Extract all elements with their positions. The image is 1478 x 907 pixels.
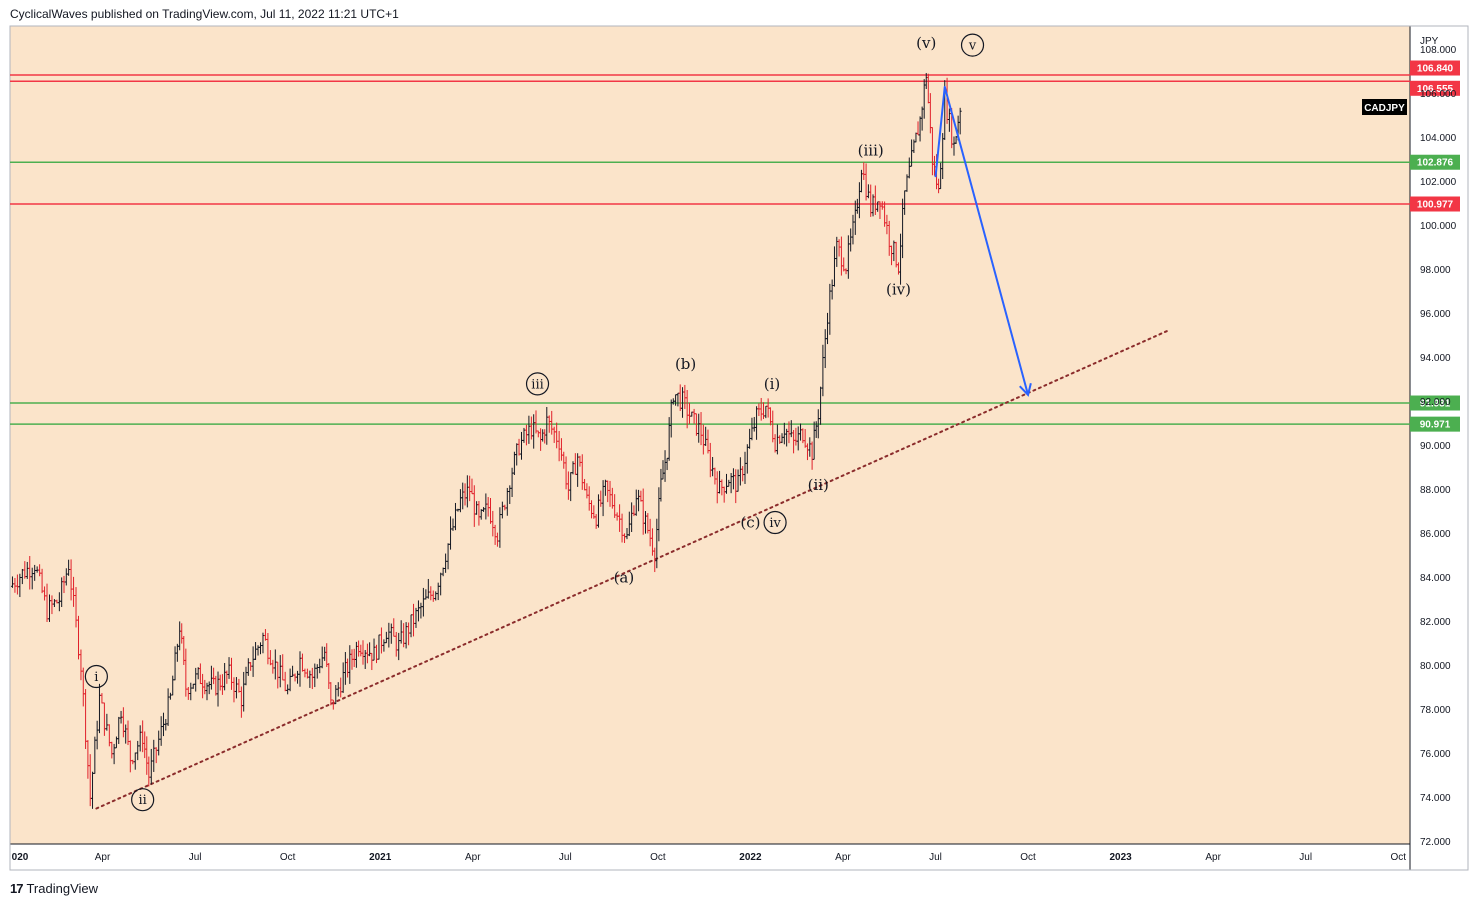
wave-text-10: (iv) xyxy=(886,280,911,298)
x-tick-15: Oct xyxy=(1390,852,1406,863)
x-tick-4: 2021 xyxy=(369,852,392,863)
y-tick-12: 96.000 xyxy=(1420,309,1451,320)
y-tick-8: 88.000 xyxy=(1420,485,1451,496)
level-label-bg-3 xyxy=(1410,196,1460,212)
y-tick-10: 92.000 xyxy=(1420,397,1451,408)
wave-circle-2 xyxy=(525,372,550,396)
wave-text-12: v xyxy=(968,39,977,54)
plot-frame xyxy=(9,25,1469,871)
y-tick-6: 84.000 xyxy=(1420,573,1451,584)
y-tick-15: 102.000 xyxy=(1420,177,1457,188)
wave-text-4: (b) xyxy=(675,355,696,373)
forecast-layer xyxy=(934,85,1032,397)
level-label-bg-1 xyxy=(1410,80,1460,96)
x-tick-13: Apr xyxy=(1205,852,1221,863)
horizontal-levels: 106.840 106.555 102.876 100.977 91.931 90.971 xyxy=(10,60,1460,432)
y-tick-3: 78.000 xyxy=(1420,705,1451,716)
x-tick-0: 020 xyxy=(12,852,29,863)
price-axis[interactable]: 72.000 74.000 76.000 78.000 80.000 82.000 84.0… xyxy=(1420,45,1457,848)
level-label-2: 102.876 xyxy=(1417,158,1454,169)
wave-label-3: (a) xyxy=(614,569,635,587)
y-tick-16: 104.000 xyxy=(1420,133,1457,144)
y-tick-0: 72.000 xyxy=(1420,837,1451,848)
x-tick-12: 2023 xyxy=(1109,852,1132,863)
level-label-3: 100.977 xyxy=(1417,200,1454,211)
x-tick-3: Oct xyxy=(280,852,296,863)
wave-label-0: i xyxy=(84,664,108,689)
x-tick-2: Jul xyxy=(189,852,202,863)
wave-text-7: iv xyxy=(769,516,781,531)
x-tick-8: 2022 xyxy=(739,852,762,863)
level-label-bg-4 xyxy=(1410,395,1460,411)
plot-background xyxy=(10,26,1410,844)
level-label-4: 91.931 xyxy=(1420,399,1451,410)
level-label-1: 106.555 xyxy=(1417,84,1454,95)
level-label-bg-0 xyxy=(1410,60,1460,76)
y-tick-13: 98.000 xyxy=(1420,265,1451,276)
wave-text-2: iii xyxy=(531,377,543,392)
wave-text-5: (i) xyxy=(764,375,781,393)
footer-brand[interactable]: TradingView xyxy=(26,881,99,896)
y-tick-18: 108.000 xyxy=(1420,45,1457,56)
axis-unit-label: JPY xyxy=(1420,36,1439,47)
wave-circle-0 xyxy=(84,664,108,689)
x-tick-7: Oct xyxy=(650,852,666,863)
y-tick-7: 86.000 xyxy=(1420,529,1451,540)
x-tick-5: Apr xyxy=(465,852,481,863)
x-tick-9: Apr xyxy=(835,852,851,863)
wave-text-1: ii xyxy=(138,793,146,808)
wave-label-5: (i) xyxy=(764,375,781,393)
wave-label-2: iii xyxy=(525,372,550,396)
wave-text-8: (ii) xyxy=(808,476,829,494)
wave-circle-12 xyxy=(960,33,985,57)
wave-text-9: (iii) xyxy=(858,142,884,160)
symbol-badge-text: CADJPY xyxy=(1364,103,1405,114)
wave-label-9: (iii) xyxy=(858,142,884,160)
forecast-arrowhead xyxy=(1019,382,1032,397)
wave-label-6: (c) xyxy=(740,514,760,532)
level-label-bg-2 xyxy=(1410,154,1460,170)
y-tick-5: 82.000 xyxy=(1420,617,1451,628)
y-tick-4: 80.000 xyxy=(1420,661,1451,672)
wave-label-4: (b) xyxy=(675,355,696,373)
y-tick-11: 94.000 xyxy=(1420,353,1451,364)
wave-circle-7 xyxy=(763,510,787,535)
publish-header: CyclicalWaves published on TradingView.c… xyxy=(10,7,399,21)
x-tick-10: Jul xyxy=(929,852,942,863)
x-tick-14: Jul xyxy=(1299,852,1312,863)
wave-label-12: v xyxy=(960,33,985,57)
x-tick-1: Apr xyxy=(95,852,111,863)
time-axis[interactable]: 020 Apr Jul Oct 2021 Apr Jul Oct 2022 Apr Jul Oct 20… xyxy=(12,852,1407,863)
y-tick-14: 100.000 xyxy=(1420,221,1457,232)
wave-text-6: (c) xyxy=(740,514,760,532)
wave-circle-1 xyxy=(131,788,155,812)
level-label-5: 90.971 xyxy=(1420,420,1451,431)
x-tick-11: Oct xyxy=(1020,852,1036,863)
wave-label-1: ii xyxy=(131,788,155,812)
level-label-bg-5 xyxy=(1410,416,1460,432)
wave-label-8: (ii) xyxy=(808,476,829,494)
wave-label-7: iv xyxy=(763,510,787,535)
wave-label-11: (v) xyxy=(916,34,936,52)
y-tick-2: 76.000 xyxy=(1420,749,1451,760)
footer: 17 TradingView xyxy=(10,881,98,896)
wave-text-11: (v) xyxy=(916,34,936,52)
x-tick-6: Jul xyxy=(559,852,572,863)
wave-text-0: i xyxy=(94,670,98,685)
y-tick-9: 90.000 xyxy=(1420,441,1451,452)
y-tick-17: 106.000 xyxy=(1420,89,1457,100)
candles-layer xyxy=(10,72,962,809)
symbol-badge: CADJPY xyxy=(1362,99,1407,115)
wave-text-3: (a) xyxy=(614,569,635,587)
tradingview-logo-icon: 17 xyxy=(10,881,24,896)
forecast-path[interactable] xyxy=(934,85,1030,396)
y-tick-1: 74.000 xyxy=(1420,793,1451,804)
wave-label-10: (iv) xyxy=(886,280,911,298)
level-label-0: 106.840 xyxy=(1417,64,1454,75)
